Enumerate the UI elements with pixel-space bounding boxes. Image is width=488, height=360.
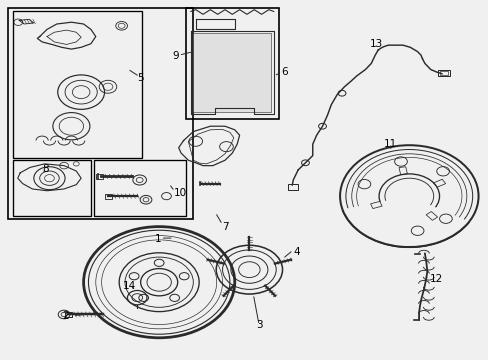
- Bar: [370, 201, 381, 208]
- Bar: [193, 33, 271, 112]
- Text: 6: 6: [281, 67, 287, 77]
- Bar: [13, 160, 91, 216]
- Text: 5: 5: [137, 73, 143, 83]
- Bar: [8, 8, 193, 220]
- Wedge shape: [342, 196, 468, 247]
- Bar: [94, 160, 185, 216]
- Bar: [96, 174, 103, 179]
- Bar: [425, 212, 437, 220]
- Text: 13: 13: [369, 39, 382, 49]
- Text: 10: 10: [173, 188, 186, 198]
- Text: 1: 1: [155, 234, 161, 244]
- Text: 7: 7: [222, 222, 229, 231]
- Text: 3: 3: [255, 320, 262, 330]
- Text: 8: 8: [42, 164, 49, 174]
- Bar: [433, 179, 445, 187]
- Text: 9: 9: [172, 51, 178, 61]
- Bar: [65, 312, 72, 317]
- Text: 14: 14: [123, 281, 136, 291]
- Bar: [439, 71, 447, 75]
- Text: 4: 4: [293, 247, 299, 257]
- Bar: [437, 69, 449, 76]
- Bar: [185, 8, 278, 119]
- Text: 11: 11: [384, 139, 397, 149]
- Text: 2: 2: [62, 311, 69, 321]
- Bar: [288, 184, 298, 190]
- Bar: [105, 194, 112, 199]
- Text: 12: 12: [429, 274, 442, 284]
- Bar: [13, 12, 142, 158]
- Bar: [398, 167, 407, 175]
